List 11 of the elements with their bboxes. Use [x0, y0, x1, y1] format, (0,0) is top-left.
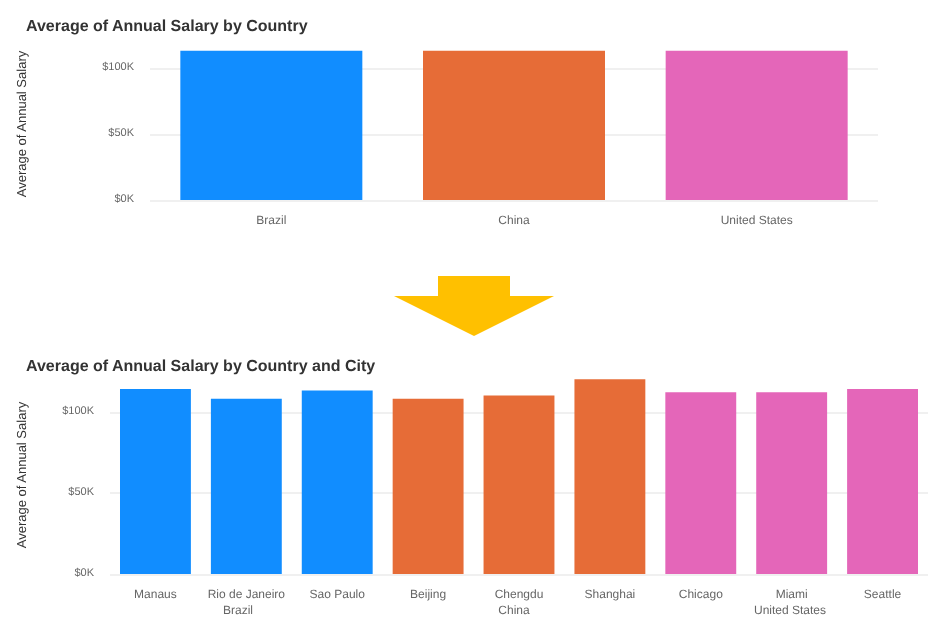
bar: [665, 392, 737, 574]
bar: [392, 398, 464, 574]
bar: [574, 379, 646, 574]
chart-title: Average of Annual Salary by Country and City: [26, 357, 377, 375]
bar: [120, 388, 191, 574]
bar: [301, 390, 373, 574]
chart-title: Average of Annual Salary by Country: [26, 17, 309, 35]
bar: [756, 392, 828, 574]
bar: [483, 395, 555, 574]
bar: [847, 388, 918, 574]
bar: [210, 398, 282, 574]
